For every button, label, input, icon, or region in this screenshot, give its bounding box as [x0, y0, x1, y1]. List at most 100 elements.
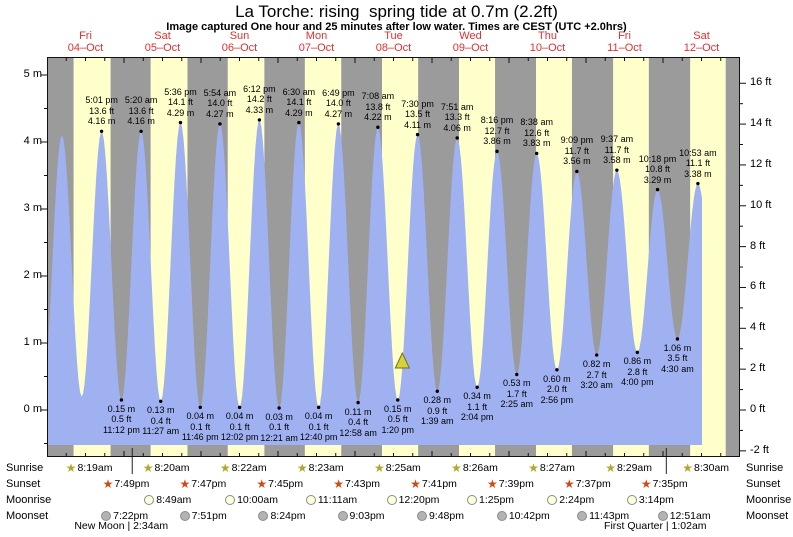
- low-tide-label: 0.15 m 0.5 ft 11:12 pm: [89, 404, 153, 436]
- tide-curve-area: [47, 120, 702, 445]
- tide-extreme-dot: [178, 120, 183, 125]
- tide-label-line: 0.28 m: [423, 395, 452, 406]
- left-axis-label: 1 m: [23, 336, 42, 348]
- tide-label-line: 4.11 m: [404, 119, 431, 130]
- tide-extreme-dot: [534, 151, 539, 156]
- tide-label-line: 0.15 m: [384, 403, 412, 414]
- tide-extreme-dot: [119, 398, 124, 402]
- tide-label-line: 3.38 m: [684, 168, 712, 179]
- right-axis-label: 6 ft: [750, 280, 766, 293]
- tide-label-line: 3.58 m: [603, 155, 631, 166]
- right-axis-label: 14 ft: [750, 117, 772, 130]
- astro-time: 7:47pm: [191, 478, 227, 490]
- current-tide-marker-triangle: [394, 351, 411, 369]
- day-date: 04–Oct: [67, 41, 104, 54]
- sunrise-star-icon: ★: [219, 461, 231, 475]
- astro-entry: 10:42pm: [496, 509, 550, 523]
- low-tide-label: 0.15 m 0.5 ft 1:20 pm: [366, 404, 430, 436]
- sunset-star-icon: ★: [333, 477, 345, 491]
- left-axis-label: 2 m: [23, 269, 42, 281]
- tide-label-line: 1:20 pm: [381, 424, 415, 435]
- day-date: 08–Oct: [375, 41, 412, 54]
- tide-label-line: 0.11 m: [344, 406, 372, 417]
- tide-label-line: 4.29 m: [166, 107, 195, 118]
- astro-time: 7:37pm: [575, 478, 611, 490]
- astro-time: 11:11am: [317, 494, 358, 506]
- tide-extreme-dot: [655, 187, 660, 192]
- astro-time: 3:14pm: [638, 494, 674, 506]
- sunset-star-icon: ★: [487, 477, 498, 491]
- moonrise-row-label-left: Moonrise: [6, 494, 52, 506]
- tide-label-line: 4.06 m: [443, 122, 471, 133]
- tide-label-line: 0.5 ft: [387, 414, 408, 425]
- tide-label-line: 10:18 pm: [638, 153, 677, 164]
- sunrise-star-icon: ★: [528, 461, 539, 475]
- astro-time: 8:20am: [154, 462, 190, 474]
- astro-entry: ★ 7:47pm: [179, 477, 226, 491]
- astro-entry: 11:43pm: [577, 509, 629, 523]
- astro-entry: ★ 7:41pm: [410, 477, 457, 491]
- tide-label-line: 1.1 ft: [467, 401, 488, 412]
- tide-label-line: 0.4 ft: [348, 417, 369, 428]
- tide-label-line: 0.53 m: [502, 378, 531, 389]
- astro-time: 7:45pm: [268, 478, 304, 490]
- moonrise-icon: [144, 495, 155, 505]
- astro-entry: 8:24pm: [258, 509, 305, 523]
- tide-extreme-dot: [575, 169, 579, 174]
- tide-label-line: 10:53 am: [679, 147, 717, 158]
- moonset-icon: [496, 511, 507, 521]
- tide-label-line: 0.1 ft: [308, 421, 329, 432]
- day-date: 12–Oct: [683, 41, 720, 54]
- tide-extreme-dot: [515, 372, 519, 377]
- low-tide-label: 0.34 m 1.1 ft 2:04 pm: [445, 391, 509, 423]
- day-label: Sun 06–Oct: [201, 30, 278, 54]
- moonset-row-label-right: Moonset: [746, 510, 789, 522]
- day-label: Thu 10–Oct: [509, 30, 586, 54]
- tide-label-line: 11:12 pm: [102, 424, 140, 435]
- astro-entry: ★ 8:19am: [66, 461, 113, 475]
- tide-label-line: 12.7 ft: [484, 125, 510, 136]
- astro-entry: ★ 8:29am: [605, 461, 652, 475]
- astro-time: 12:51am: [669, 510, 711, 522]
- tide-label-line: 3.83 m: [522, 138, 551, 149]
- tide-label-line: 10.8 ft: [645, 164, 671, 175]
- high-tide-label: 5:01 pm 13.6 ft 4.16 m: [70, 95, 134, 127]
- day-date: 11–Oct: [607, 41, 642, 54]
- moonset-icon: [337, 511, 348, 521]
- tide-label-line: 13.6 ft: [89, 105, 115, 116]
- astro-time: 7:39pm: [498, 478, 534, 490]
- tide-label-line: 14.0 ft: [325, 98, 351, 109]
- sunset-star-icon: ★: [102, 477, 114, 491]
- astro-time: 9:48pm: [428, 510, 464, 522]
- tide-label-line: 0.13 m: [146, 405, 175, 416]
- tide-label-line: 11.7 ft: [564, 145, 590, 156]
- left-axis-label: 3 m: [23, 202, 42, 214]
- tide-extreme-dot: [675, 337, 680, 341]
- astro-time: 12:20pm: [398, 494, 440, 506]
- tide-label-line: 5:01 pm: [85, 95, 118, 106]
- tide-extreme-dot: [336, 122, 341, 126]
- tide-label-line: 0.60 m: [543, 373, 571, 384]
- day-label: Fri 04–Oct: [47, 30, 124, 54]
- tide-extreme-dot: [356, 400, 360, 405]
- low-tide-label: 0.11 m 0.4 ft 12:58 am: [326, 407, 390, 439]
- day-date: 06–Oct: [221, 41, 258, 54]
- sunrise-star-icon: ★: [142, 461, 154, 475]
- day-name: Mon: [305, 30, 328, 42]
- moonset-icon: [179, 511, 190, 521]
- tide-extreme-dot: [396, 398, 400, 402]
- moonrise-icon: [225, 495, 236, 505]
- moon-phase-label: First Quarter | 1:02am: [604, 520, 707, 532]
- tide-extreme-dot: [218, 122, 222, 126]
- astro-time: 9:03pm: [349, 510, 385, 522]
- tide-extreme-dot: [159, 399, 163, 403]
- high-tide-label: 5:20 am 13.6 ft 4.16 m: [109, 95, 173, 127]
- tide-label-line: 0.04 m: [186, 411, 214, 422]
- astro-entry: 9:48pm: [416, 509, 464, 523]
- day-name: Sat: [154, 30, 171, 42]
- tide-extreme-dot: [376, 125, 380, 129]
- page-title: La Torche: rising spring tide at 0.7m (2…: [235, 2, 558, 21]
- low-tide-label: 0.53 m 1.7 ft 2:25 am: [485, 378, 549, 410]
- astro-entry: 9:03pm: [337, 509, 385, 523]
- day-date: 09–Oct: [452, 41, 489, 54]
